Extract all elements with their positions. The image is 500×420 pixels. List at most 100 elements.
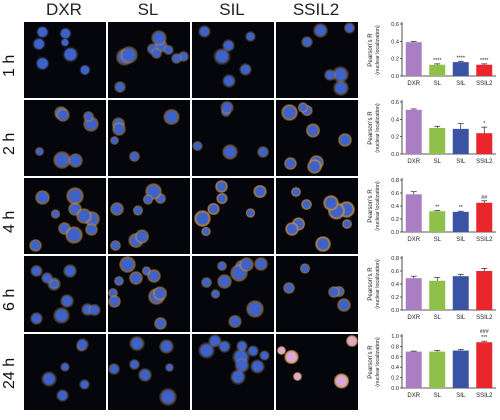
cell xyxy=(59,293,74,308)
cell xyxy=(210,289,221,299)
x-tick-label: SIL xyxy=(456,315,466,321)
column-header-sl: SL xyxy=(137,0,159,19)
cell xyxy=(254,257,269,272)
x-tick-label: DXR xyxy=(407,159,420,165)
cell xyxy=(128,151,141,163)
y-axis-label-sub: (nuclear localization) xyxy=(375,337,381,387)
cell xyxy=(300,198,313,211)
cell xyxy=(109,135,120,146)
y-tick-label: 0.2 xyxy=(391,57,399,63)
micrograph-dxr-6h xyxy=(24,256,106,332)
chart-24h: Pearson's R (nuclear localization) 0.0 0.2 0… xyxy=(367,329,496,399)
micrograph-sl-6h xyxy=(108,256,190,332)
cell xyxy=(246,344,260,358)
cell xyxy=(222,38,236,52)
significance-label: ## xyxy=(481,195,487,201)
chart-1h: Pearson's R (nuclear localization) 0.0 0.2 0… xyxy=(367,22,496,87)
significance-label: *** xyxy=(481,335,488,341)
cell xyxy=(35,190,51,206)
x-tick-label: DXR xyxy=(407,81,420,87)
cell xyxy=(249,359,266,375)
cell xyxy=(315,236,331,252)
y-axis-label: Pearson's R xyxy=(367,111,374,145)
cell xyxy=(333,373,350,390)
cell xyxy=(212,47,231,66)
cell xyxy=(129,271,143,285)
micrograph-sil-2h xyxy=(192,100,274,176)
micrograph-ssil2-4h xyxy=(276,178,358,254)
cell xyxy=(62,46,80,64)
cell xyxy=(216,274,232,289)
cell xyxy=(82,110,94,122)
cell xyxy=(108,294,122,309)
cell xyxy=(154,316,168,330)
x-tick-label: SSIL2 xyxy=(476,159,493,165)
cell xyxy=(138,368,152,382)
x-tick-label: SL xyxy=(434,315,442,321)
y-tick-label: 0.6 xyxy=(391,355,399,361)
cell xyxy=(281,104,299,121)
cell xyxy=(245,208,256,218)
micrograph-dxr-2h xyxy=(24,100,106,176)
bar-sl xyxy=(429,128,446,154)
column-header-dxr: DXR xyxy=(46,0,82,19)
cell xyxy=(146,269,161,284)
y-tick-label: 0.6 xyxy=(391,269,399,275)
cell xyxy=(201,226,211,236)
x-tick-label: DXR xyxy=(407,315,420,321)
y-tick-label: 0.8 xyxy=(391,344,399,350)
micrograph-sil-4h xyxy=(192,178,274,254)
y-tick-label: 0.4 xyxy=(391,39,399,45)
cell xyxy=(163,45,174,56)
bar-sil xyxy=(452,211,469,232)
x-tick-label: DXR xyxy=(407,237,420,243)
x-tick-label: SSIL2 xyxy=(476,315,493,321)
y-axis-label: Pearson's R xyxy=(367,189,374,223)
bar-ssil2 xyxy=(476,133,493,154)
cell xyxy=(60,37,70,48)
cell xyxy=(88,303,101,317)
cell xyxy=(113,81,126,94)
cell xyxy=(192,140,203,152)
row-label-2h: 2 h xyxy=(1,132,18,155)
cell xyxy=(118,256,136,274)
cell xyxy=(53,150,72,169)
cell xyxy=(151,30,168,46)
chart-4h: Pearson's R (nuclear localization) 0.0 0.2 0… xyxy=(367,178,496,243)
cell xyxy=(198,341,215,359)
cell xyxy=(152,286,168,301)
y-axis-label: Pearson's R xyxy=(367,33,374,67)
bar-sil xyxy=(452,276,469,310)
cell xyxy=(159,388,178,406)
cell xyxy=(112,122,126,136)
cell xyxy=(108,363,120,375)
significance-label-2: ### xyxy=(480,329,489,335)
cell xyxy=(163,108,180,126)
significance-label: ** xyxy=(459,205,464,211)
cell xyxy=(244,30,256,42)
cell xyxy=(79,64,91,76)
cell xyxy=(200,277,212,289)
cell xyxy=(159,339,175,355)
cell xyxy=(221,144,238,161)
cell xyxy=(323,68,337,82)
micrograph-sl-2h xyxy=(108,100,190,176)
y-tick-label: 0.0 xyxy=(391,74,399,80)
bar-sil xyxy=(452,350,469,388)
cell xyxy=(284,221,300,237)
cell xyxy=(220,100,234,114)
micrograph-dxr-24h xyxy=(24,334,106,410)
cell xyxy=(50,209,61,219)
cell xyxy=(331,65,349,84)
significance-label: **** xyxy=(457,55,466,61)
x-tick-label: SIL xyxy=(456,237,466,243)
cell xyxy=(55,107,71,122)
cell xyxy=(239,62,252,76)
cell xyxy=(346,334,358,347)
cell xyxy=(207,202,221,216)
micrograph-sil-6h xyxy=(192,256,274,332)
cell xyxy=(198,24,212,39)
cell xyxy=(108,288,118,299)
cell xyxy=(327,285,340,298)
y-tick-label: 1.0 xyxy=(391,334,399,340)
